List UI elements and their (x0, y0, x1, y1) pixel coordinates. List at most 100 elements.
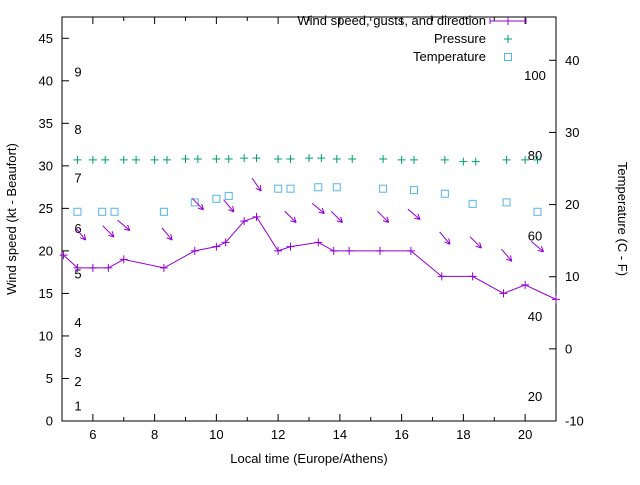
pressure-point (132, 155, 141, 164)
legend-label-wind: Wind speed, gusts, and direction (297, 13, 486, 28)
x-tick-label: 14 (333, 427, 347, 442)
temperature-point (379, 184, 388, 193)
pressure-point (224, 155, 233, 164)
pressure-point (181, 155, 190, 164)
wind-line (63, 216, 557, 300)
gust-arrow (439, 231, 451, 245)
wind-point (252, 212, 261, 221)
pressure-point (240, 154, 249, 163)
temperature-point (73, 207, 82, 216)
pressure-point (459, 157, 468, 166)
gust-arrow (74, 227, 87, 241)
fahrenheit-scale-label: 100 (524, 68, 546, 83)
pressure-point (379, 155, 388, 164)
pressure-point (88, 155, 97, 164)
y-left-tick-label: 40 (39, 73, 53, 88)
pressure-point (305, 154, 313, 163)
pressure-point (252, 154, 261, 163)
beaufort-scale-label: 2 (74, 374, 81, 389)
x-tick-label: 12 (271, 427, 285, 442)
gust-arrow (311, 202, 325, 214)
pressure-point (348, 155, 357, 164)
temperature-point (286, 184, 295, 193)
wind-point (314, 238, 323, 247)
y-left-tick-label: 30 (39, 158, 53, 173)
gust-arrow (284, 210, 297, 224)
y-left-tick-label: 0 (46, 414, 53, 429)
temperature-point (159, 207, 168, 216)
beaufort-scale-label: 6 (74, 221, 81, 236)
y-right-tick-label: 20 (565, 197, 579, 212)
wind-point (104, 263, 113, 272)
y-left-tick-label: 25 (39, 201, 53, 216)
wind-point (468, 272, 477, 281)
wind-point (221, 238, 230, 247)
gust-arrow (223, 199, 235, 213)
y-left-tick-label: 35 (39, 116, 53, 131)
wind-point (499, 289, 508, 298)
gust-arrow (377, 210, 390, 224)
pressure-point (73, 155, 82, 164)
wind-point (521, 280, 530, 289)
pressure-point (162, 155, 171, 164)
temperature-series (73, 183, 542, 216)
plot-border (61, 16, 557, 422)
wind-point (119, 255, 128, 264)
pressure-point (286, 155, 295, 164)
beaufort-scale-label: 7 (74, 171, 81, 186)
y-right-tick-label: 0 (565, 341, 572, 356)
pressure-point (317, 154, 326, 163)
y-right-axis-title: Temperature (C - F) (615, 162, 630, 276)
y-left-tick-label: 5 (46, 371, 53, 386)
beaufort-scale-label: 4 (74, 315, 81, 330)
wind-point (59, 251, 68, 260)
temperature-point (409, 186, 418, 195)
legend: Wind speed, gusts, and direction Pressure… (297, 13, 527, 64)
wind-point (329, 246, 338, 255)
wind-point (240, 217, 249, 226)
legend-sample-plus (504, 35, 512, 43)
x-tick-label: 18 (456, 427, 470, 442)
y-left-tick-label: 15 (39, 286, 53, 301)
gust-arrow (102, 225, 115, 238)
wind-point (376, 246, 385, 255)
beaufort-scale-label: 5 (74, 267, 81, 282)
temperature-point (212, 194, 221, 203)
wind-series (59, 212, 560, 304)
gust-arrow (469, 236, 482, 249)
temperature-point (468, 199, 477, 208)
pressure-point (119, 155, 128, 164)
y-left-tick-label: 45 (39, 31, 53, 46)
x-tick-label: 10 (209, 427, 223, 442)
gust-arrow (191, 198, 204, 211)
pressure-point (471, 157, 480, 166)
beaufort-scale-label: 3 (74, 345, 81, 360)
gust-arrow (501, 248, 513, 262)
temperature-point (533, 207, 542, 216)
wind-point (212, 242, 221, 251)
gust-arrow (407, 208, 421, 220)
gust-arrow (251, 177, 262, 192)
pressure-point (533, 155, 542, 164)
wind-point (159, 263, 168, 272)
x-tick-label: 16 (394, 427, 408, 442)
pressure-point (150, 155, 159, 164)
pressure-series (73, 154, 542, 166)
temperature-point (110, 207, 119, 216)
pressure-point (397, 155, 406, 164)
y-left-tick-label: 20 (39, 243, 53, 258)
temperature-point (274, 184, 283, 193)
legend-sample-plus (504, 17, 512, 25)
y-right-tick-label: 40 (565, 53, 579, 68)
gust-arrow (330, 210, 343, 224)
wind-point (286, 242, 295, 251)
wind-point (406, 246, 415, 255)
fahrenheit-scale-label: 60 (528, 228, 542, 243)
temperature-point (502, 198, 511, 207)
y-right-tick-label: 10 (565, 269, 579, 284)
pressure-point (212, 155, 221, 164)
beaufort-scale-label: 1 (74, 399, 81, 414)
pressure-point (332, 155, 341, 164)
